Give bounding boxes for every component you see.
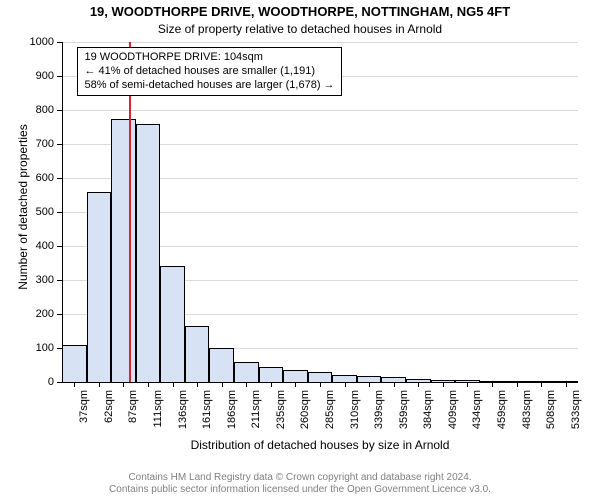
- xtick-label: 508sqm: [545, 390, 557, 440]
- callout-line-1: 19 WOODTHORPE DRIVE: 104sqm: [84, 51, 334, 65]
- callout-line-2: ← 41% of detached houses are smaller (1,…: [84, 65, 334, 79]
- footer-line-2: Contains public sector information licen…: [0, 484, 600, 496]
- footer-attribution: Contains HM Land Registry data © Crown c…: [0, 472, 600, 496]
- xtick-label: 111sqm: [152, 390, 164, 440]
- ytick-label: 100: [22, 342, 54, 354]
- ytick-label: 200: [22, 308, 54, 320]
- ytick-mark: [57, 348, 62, 349]
- histogram-bar: [111, 119, 136, 383]
- ytick-mark: [57, 212, 62, 213]
- ytick-label: 700: [22, 138, 54, 150]
- histogram-bar: [136, 124, 161, 382]
- histogram-bar: [332, 375, 357, 382]
- xtick-label: 260sqm: [299, 390, 311, 440]
- ytick-mark: [57, 76, 62, 77]
- xtick-mark: [369, 382, 370, 387]
- grid-line: [62, 42, 578, 43]
- chart-title-sub: Size of property relative to detached ho…: [0, 22, 600, 36]
- ytick-label: 1000: [22, 36, 54, 48]
- y-axis-line: [62, 42, 63, 382]
- xtick-mark: [492, 382, 493, 387]
- ytick-mark: [57, 178, 62, 179]
- xtick-label: 310sqm: [349, 390, 361, 440]
- xtick-label: 87sqm: [127, 390, 139, 440]
- histogram-bar: [160, 266, 185, 382]
- xtick-label: 211sqm: [250, 390, 262, 440]
- histogram-bar: [62, 345, 87, 382]
- xtick-mark: [99, 382, 100, 387]
- callout-line-3: 58% of semi-detached houses are larger (…: [84, 79, 334, 93]
- ytick-label: 900: [22, 70, 54, 82]
- ytick-label: 500: [22, 206, 54, 218]
- grid-line: [62, 110, 578, 111]
- xtick-mark: [345, 382, 346, 387]
- xtick-label: 37sqm: [78, 390, 90, 440]
- histogram-bar: [308, 372, 333, 382]
- xtick-label: 483sqm: [521, 390, 533, 440]
- ytick-label: 0: [22, 376, 54, 388]
- xtick-label: 359sqm: [398, 390, 410, 440]
- xtick-mark: [541, 382, 542, 387]
- ytick-mark: [57, 144, 62, 145]
- xtick-mark: [418, 382, 419, 387]
- ytick-mark: [57, 110, 62, 111]
- xtick-mark: [222, 382, 223, 387]
- histogram-bar: [209, 348, 234, 382]
- ytick-label: 600: [22, 172, 54, 184]
- histogram-bar: [259, 367, 284, 382]
- xtick-mark: [394, 382, 395, 387]
- xtick-label: 384sqm: [422, 390, 434, 440]
- histogram-bar: [87, 192, 112, 382]
- xtick-label: 285sqm: [324, 390, 336, 440]
- ytick-mark: [57, 314, 62, 315]
- xtick-label: 161sqm: [201, 390, 213, 440]
- x-axis-label: Distribution of detached houses by size …: [62, 438, 578, 452]
- xtick-label: 459sqm: [496, 390, 508, 440]
- xtick-label: 136sqm: [177, 390, 189, 440]
- xtick-mark: [173, 382, 174, 387]
- xtick-label: 62sqm: [103, 390, 115, 440]
- ytick-mark: [57, 246, 62, 247]
- ytick-mark: [57, 42, 62, 43]
- xtick-label: 339sqm: [373, 390, 385, 440]
- xtick-mark: [517, 382, 518, 387]
- footer-line-1: Contains HM Land Registry data © Crown c…: [0, 472, 600, 484]
- xtick-mark: [271, 382, 272, 387]
- xtick-label: 186sqm: [226, 390, 238, 440]
- xtick-label: 235sqm: [275, 390, 287, 440]
- chart-title-main: 19, WOODTHORPE DRIVE, WOODTHORPE, NOTTIN…: [0, 4, 600, 19]
- xtick-mark: [74, 382, 75, 387]
- callout-box: 19 WOODTHORPE DRIVE: 104sqm ← 41% of det…: [77, 47, 341, 96]
- histogram-bar: [185, 326, 210, 382]
- chart-container: { "title_main": "19, WOODTHORPE DRIVE, W…: [0, 0, 600, 500]
- xtick-mark: [443, 382, 444, 387]
- ytick-label: 800: [22, 104, 54, 116]
- xtick-label: 409sqm: [447, 390, 459, 440]
- xtick-mark: [566, 382, 567, 387]
- xtick-mark: [123, 382, 124, 387]
- ytick-mark: [57, 280, 62, 281]
- xtick-mark: [320, 382, 321, 387]
- ytick-label: 400: [22, 240, 54, 252]
- plot-area: 19 WOODTHORPE DRIVE: 104sqm ← 41% of det…: [62, 42, 578, 382]
- ytick-mark: [57, 382, 62, 383]
- xtick-mark: [246, 382, 247, 387]
- xtick-label: 434sqm: [471, 390, 483, 440]
- xtick-label: 533sqm: [570, 390, 582, 440]
- xtick-mark: [295, 382, 296, 387]
- histogram-bar: [283, 370, 308, 382]
- histogram-bar: [234, 362, 259, 382]
- xtick-mark: [467, 382, 468, 387]
- xtick-mark: [197, 382, 198, 387]
- ytick-label: 300: [22, 274, 54, 286]
- xtick-mark: [148, 382, 149, 387]
